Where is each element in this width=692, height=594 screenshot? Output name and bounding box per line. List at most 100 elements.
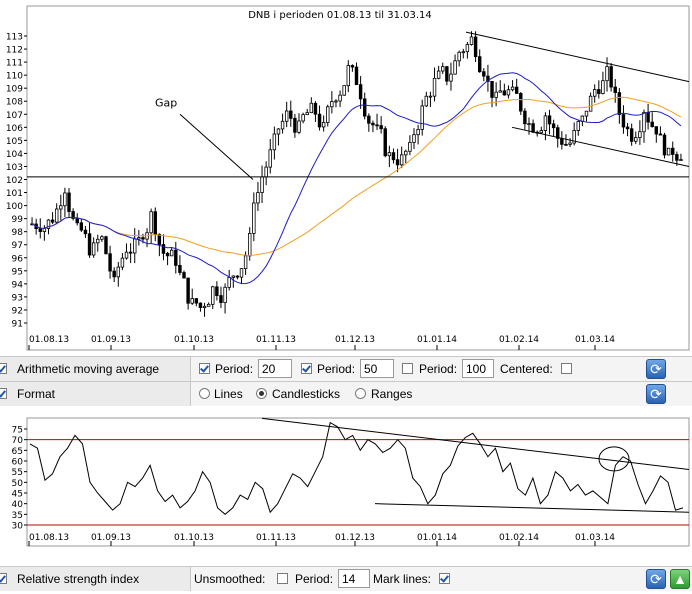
y-tick-label: 113: [6, 33, 23, 43]
candle-body: [293, 117, 297, 133]
add-indicator-icon[interactable]: ▲: [670, 569, 690, 589]
candle-body: [116, 266, 121, 278]
x-tick-label: 01.01.14: [417, 335, 457, 345]
candle-body: [465, 44, 470, 53]
candle-body: [527, 123, 531, 126]
period2-input[interactable]: 50: [360, 359, 394, 378]
centered-checkbox[interactable]: [561, 363, 572, 374]
candle-body: [367, 115, 371, 124]
period3-checkbox[interactable]: [402, 363, 413, 374]
candle-body: [469, 36, 474, 45]
candle-body: [194, 298, 199, 304]
rsi-enable-checkbox[interactable]: [0, 573, 7, 584]
unsmoothed-checkbox[interactable]: [277, 573, 288, 584]
candle-body: [564, 143, 568, 146]
candle-body: [264, 166, 268, 178]
rsi-x-tick-label: 01.02.14: [499, 533, 539, 543]
candle-body: [675, 154, 679, 161]
candle-body: [617, 92, 622, 115]
period2-checkbox[interactable]: [301, 363, 312, 374]
candle-body: [326, 106, 330, 123]
period1-label: Period:: [215, 362, 254, 376]
mark-lines-label: Mark lines:: [373, 572, 432, 586]
refresh-icon[interactable]: ⟳: [646, 384, 666, 404]
format-lines-label: Lines: [214, 387, 243, 401]
candle-body: [100, 236, 104, 240]
x-tick-label: 01.03.14: [575, 335, 615, 345]
candle-body: [424, 95, 429, 107]
format-candlesticks-label: Candlesticks: [272, 387, 341, 401]
candle-body: [666, 147, 671, 156]
candle-body: [46, 219, 51, 229]
candle-body: [572, 130, 576, 144]
candle-body: [679, 159, 683, 161]
candle-body: [206, 303, 211, 307]
candle-body: [141, 237, 145, 240]
candle-body: [174, 249, 178, 266]
rsi-y-tick-label: 30: [12, 522, 24, 532]
candle-body: [153, 211, 157, 235]
candle-body: [625, 126, 630, 130]
rsi-x-tick-label: 01.11.13: [256, 533, 296, 543]
rsi-annotations: [261, 417, 690, 513]
period1-checkbox[interactable]: [199, 363, 210, 374]
format-ranges-radio[interactable]: [355, 388, 366, 399]
rsi-x-tick-label: 01.10.13: [174, 533, 214, 543]
candle-body: [128, 251, 133, 254]
y-tick-label: 109: [6, 85, 23, 95]
period3-input[interactable]: 100: [462, 359, 494, 378]
refresh-icon[interactable]: ⟳: [646, 359, 666, 379]
x-tick-label: 01.12.13: [335, 335, 375, 345]
y-tick-label: 100: [6, 202, 23, 212]
candle-body: [223, 286, 227, 304]
candle-body: [63, 192, 67, 207]
format-enable-checkbox[interactable]: [0, 388, 7, 399]
y-axis: 91 92 93 94 95 96 97 98 99 100 101 102 103 104 105 106 1…: [6, 33, 27, 330]
rsi-x-axis: 01.08.13 01.09.13 01.10.13 01.11.13 01.12.13…: [28, 533, 615, 546]
candle-body: [71, 211, 75, 219]
candle-body: [432, 77, 437, 97]
y-tick-label: 98: [12, 228, 24, 238]
candle-body: [420, 105, 424, 130]
candle-body: [494, 91, 498, 98]
candle-body: [358, 84, 363, 100]
candle-body: [486, 75, 490, 82]
candle-body: [120, 257, 125, 268]
y-tick-label: 92: [12, 306, 23, 316]
rsi-period-input[interactable]: 14: [338, 569, 370, 588]
format-candlesticks-radio[interactable]: [256, 388, 267, 399]
candle-body: [416, 128, 420, 136]
candle-body: [588, 95, 593, 112]
annotations: Gap: [27, 31, 690, 180]
candle-body: [592, 89, 597, 97]
candle-body: [317, 113, 322, 128]
candle-body: [547, 115, 552, 125]
candle-body: [96, 238, 100, 244]
refresh-icon[interactable]: ⟳: [646, 569, 666, 589]
mark-lines-checkbox[interactable]: [439, 573, 450, 584]
candle-body: [399, 154, 404, 166]
y-tick-label: 93: [12, 293, 23, 303]
price-chart-panel: DNB i perioden 01.08.13 til 31.03.14 91 9…: [6, 5, 690, 351]
candle-body: [502, 90, 507, 96]
y-tick-label: 91: [12, 320, 23, 330]
candle-body: [671, 147, 675, 155]
candle-body: [613, 86, 617, 93]
price-chart: DNB i perioden 01.08.13 til 31.03.14 919…: [6, 5, 690, 351]
candle-body: [38, 228, 42, 232]
candle-body: [601, 80, 605, 94]
x-tick-label: 01.08.13: [29, 335, 69, 345]
ma-enable-checkbox[interactable]: [0, 363, 7, 374]
candle-body: [514, 86, 519, 94]
candle-body: [211, 286, 215, 305]
period1-input[interactable]: 20: [258, 359, 292, 378]
candle-body: [252, 202, 256, 234]
candle-body: [646, 111, 650, 123]
period2-label: Period:: [317, 362, 356, 376]
candle-body: [301, 114, 305, 122]
candle-body: [346, 65, 351, 87]
rsi-downtrend-line: [261, 417, 690, 471]
y-tick-label: 105: [6, 137, 23, 147]
format-lines-radio[interactable]: [199, 388, 210, 399]
